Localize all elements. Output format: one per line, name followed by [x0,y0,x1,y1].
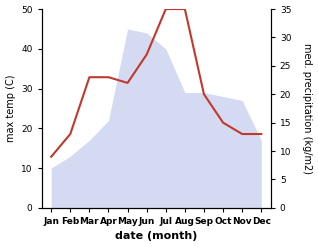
Y-axis label: max temp (C): max temp (C) [5,75,16,142]
X-axis label: date (month): date (month) [115,231,197,242]
Y-axis label: med. precipitation (kg/m2): med. precipitation (kg/m2) [302,43,313,174]
